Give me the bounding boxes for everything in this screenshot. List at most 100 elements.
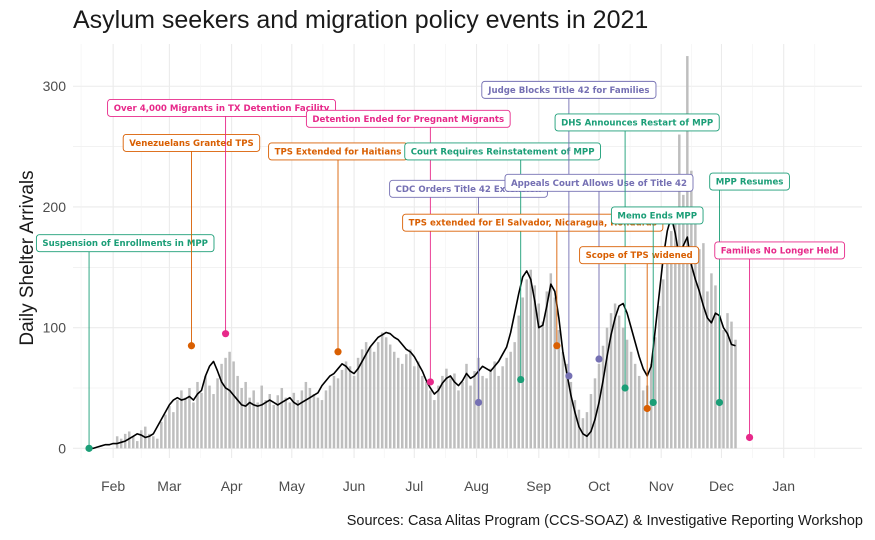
- x-tick-label: Aug: [464, 478, 489, 494]
- event-label: Judge Blocks Title 42 for Families: [487, 86, 649, 96]
- arrival-bar: [445, 368, 448, 449]
- arrival-bar: [200, 392, 203, 449]
- event-label: TPS extended for El Salvador, Nicaragua,…: [409, 219, 657, 229]
- arrival-bar: [678, 134, 681, 449]
- x-tick-label: Jan: [772, 478, 795, 494]
- arrival-bar: [493, 361, 496, 449]
- arrival-bar: [505, 357, 508, 449]
- event-point: [221, 330, 230, 338]
- arrival-bar: [461, 381, 464, 449]
- event-label-box: [579, 246, 700, 265]
- arrival-bar: [637, 375, 641, 449]
- event-label: TPS Extended for Haitians: [275, 147, 402, 157]
- arrival-bar: [356, 357, 360, 449]
- arrival-bar: [613, 303, 617, 449]
- arrival-bar: [481, 375, 484, 449]
- arrival-bar: [292, 392, 296, 449]
- arrival-bar: [380, 332, 384, 449]
- event-label-box: [35, 234, 215, 253]
- arrival-bar: [316, 397, 320, 449]
- arrival-bar: [160, 421, 163, 449]
- arrivals-average-line: [89, 215, 736, 450]
- event-point: [85, 444, 93, 452]
- arrival-bar: [228, 351, 231, 449]
- event-label: CDC Orders Title 42 Extension: [396, 185, 542, 195]
- arrival-bar: [429, 390, 432, 449]
- arrival-bar: [690, 170, 693, 449]
- arrival-bar: [300, 390, 304, 449]
- arrival-bar: [280, 387, 284, 449]
- arrival-bar: [473, 371, 476, 449]
- arrival-bar: [127, 431, 131, 449]
- event-label: Court Requires Reinstatement of MPP: [411, 147, 595, 157]
- arrival-bar: [557, 330, 561, 449]
- event-point: [643, 404, 651, 413]
- arrival-bar: [533, 285, 536, 449]
- arrival-bar: [694, 219, 697, 449]
- arrival-bar: [413, 366, 416, 449]
- event-annotation: Court Requires Reinstatement of MPP: [404, 142, 601, 384]
- arrival-bar: [629, 351, 633, 449]
- x-tick-label: Jul: [405, 478, 423, 494]
- event-annotation: Appeals Court Allows Use of Title 42: [504, 173, 694, 363]
- arrival-bar: [401, 363, 404, 449]
- arrival-bar: [212, 394, 215, 449]
- arrival-bar: [324, 390, 328, 449]
- event-label: MPP Resumes: [716, 178, 784, 188]
- event-point: [334, 348, 342, 356]
- arrival-bar: [457, 390, 460, 449]
- arrival-bar: [501, 366, 504, 449]
- arrival-bar: [256, 402, 259, 449]
- event-point: [426, 378, 434, 386]
- x-tick-label: Feb: [101, 478, 125, 494]
- arrival-bar: [649, 363, 653, 449]
- arrival-bar: [288, 402, 292, 449]
- event-annotation: TPS Extended for Haitians: [268, 142, 408, 356]
- arrival-bar: [573, 400, 577, 449]
- event-label: Scope of TPS widened: [586, 251, 693, 261]
- arrival-bar: [706, 291, 709, 449]
- x-tick-label: Dec: [709, 478, 734, 494]
- arrival-bar: [433, 400, 436, 449]
- event-point: [595, 355, 603, 363]
- event-point: [187, 342, 196, 350]
- event-annotation: Judge Blocks Title 42 for Families: [481, 80, 657, 380]
- arrival-bar: [513, 342, 516, 449]
- arrival-bar: [268, 394, 271, 449]
- event-annotation: DHS Announces Restart of MPP: [554, 113, 720, 392]
- arrival-bar: [388, 344, 392, 449]
- arrival-bar: [312, 394, 316, 449]
- x-tick-label: Apr: [221, 478, 243, 494]
- arrival-bar: [597, 363, 601, 449]
- y-axis-title: Daily Shelter Arrivals: [17, 170, 38, 345]
- event-point: [649, 398, 657, 407]
- event-point: [621, 384, 629, 392]
- arrival-bar: [360, 349, 364, 449]
- event-point: [474, 398, 483, 407]
- arrival-bar: [180, 390, 183, 449]
- event-point: [553, 342, 561, 350]
- y-tick-label: 200: [43, 199, 67, 215]
- arrival-bar: [670, 231, 673, 449]
- arrival-bar: [224, 357, 227, 449]
- arrival-bar: [549, 273, 553, 449]
- arrival-bar: [304, 381, 308, 449]
- arrival-bar: [653, 337, 657, 449]
- arrival-bar: [469, 385, 472, 449]
- arrival-bar: [364, 342, 368, 449]
- arrival-bar: [168, 406, 171, 449]
- event-label-box: [709, 172, 790, 191]
- arrival-bar: [561, 351, 565, 449]
- arrival-bar: [196, 381, 199, 449]
- arrival-bar: [569, 381, 573, 449]
- arrival-bar: [216, 378, 219, 449]
- arrival-bar: [140, 430, 143, 449]
- arrival-bar: [236, 375, 239, 449]
- event-label: Appeals Court Allows Use of Title 42: [511, 179, 687, 189]
- arrival-bar: [136, 441, 139, 449]
- arrival-bar: [662, 279, 665, 449]
- arrival-bar: [172, 412, 175, 449]
- event-point: [745, 433, 754, 442]
- arrival-bar: [605, 327, 609, 449]
- arrival-bar: [730, 321, 733, 449]
